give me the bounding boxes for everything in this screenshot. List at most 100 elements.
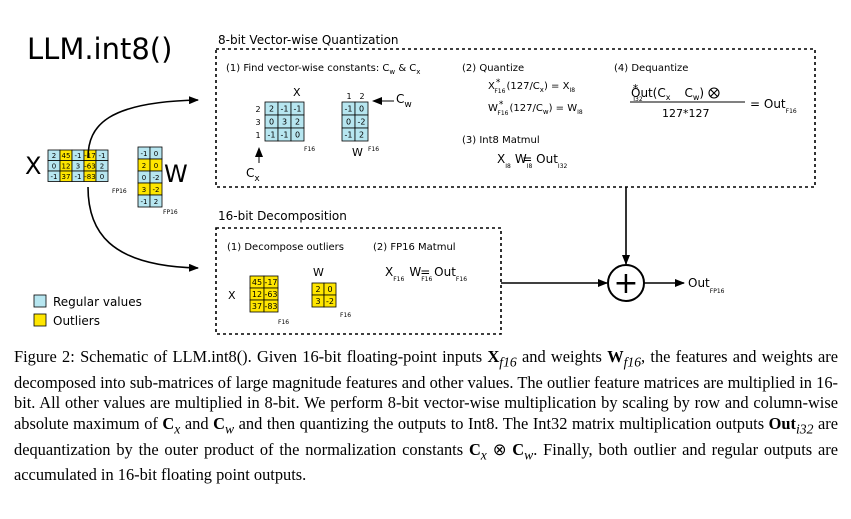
- quant-step1: (1) Find vector-wise constants: Cw & Cx: [226, 63, 420, 76]
- matrix-value: -83: [264, 302, 277, 311]
- quant-w-sub: F16: [368, 146, 379, 153]
- matrix-value: 2: [100, 162, 104, 170]
- matrix-value: -1: [141, 150, 148, 158]
- quant-eq1: X* F16(127/Cx) = XI8: [488, 78, 575, 95]
- decomp-w-sub: F16: [340, 312, 351, 319]
- quant-w-label: W: [352, 146, 363, 159]
- arrow-to-quant: [87, 96, 199, 159]
- quant-matmul-eq: XI8WI8= OutI32: [497, 152, 568, 170]
- matrix-value: 2: [52, 152, 56, 160]
- matrix-value: -1: [75, 152, 82, 160]
- decomp-matmul-eq: XF16WF16= OutF16: [385, 265, 467, 283]
- matrix-value: -1: [294, 105, 302, 114]
- left-w-matrix: -1 02 00 -23 -2-1 2: [137, 146, 163, 208]
- deq-denominator: 127*127: [662, 107, 710, 120]
- matrix-value: -2: [358, 118, 366, 127]
- quant-box: [215, 48, 816, 188]
- matrix-value: 45: [252, 278, 262, 287]
- left-x-label: X: [25, 152, 41, 180]
- left-x-sub: FP16: [112, 188, 127, 195]
- otimes-icon-cross: [710, 89, 718, 97]
- matrix-cell: [149, 194, 163, 208]
- matrix-value: 0: [346, 118, 351, 127]
- matrix-value: -83: [84, 173, 95, 181]
- matrix-value: -1: [345, 131, 353, 140]
- quant-cx-label: Cx: [246, 166, 260, 184]
- scale-constant: 2: [359, 92, 364, 101]
- matrix-value: 37: [62, 173, 71, 181]
- quant-x-sub: F16: [304, 146, 315, 153]
- matrix-value: -2: [153, 186, 160, 194]
- matrix-cell: [354, 127, 369, 142]
- matrix-value: 2: [154, 198, 158, 206]
- quant-x-label: X: [293, 86, 301, 99]
- matrix-value: 0: [142, 174, 146, 182]
- quant-title: 8-bit Vector-wise Quantization: [218, 33, 399, 47]
- matrix-cell: [323, 294, 337, 308]
- matrix-value: -1: [51, 173, 58, 181]
- matrix-value: 2: [269, 105, 274, 114]
- matrix-value: 0: [154, 162, 158, 170]
- decomp-step2: (2) FP16 Matmul: [373, 242, 456, 253]
- left-w-label: W: [164, 160, 188, 188]
- matrix-value: -63: [264, 290, 277, 299]
- deq-rhs: = OutF16: [750, 97, 797, 115]
- deq-numerator: Out* I32 (Cx Cw): [631, 82, 704, 103]
- output-label: OutFP16: [688, 276, 725, 295]
- diagram-title: LLM.int8(): [27, 32, 172, 66]
- matrix-value: -63: [84, 162, 95, 170]
- matrix-value: -17: [264, 278, 277, 287]
- matrix-value: 3: [142, 186, 146, 194]
- matrix-value: -1: [141, 198, 148, 206]
- matrix-value: -1: [281, 105, 289, 114]
- scale-constant: 3: [255, 118, 260, 127]
- legend-regular-label: Regular values: [53, 295, 142, 309]
- arrow-to-decomp: [87, 186, 199, 272]
- matrix-value: 3: [315, 297, 320, 306]
- matrix-value: 0: [295, 131, 300, 140]
- matrix-value: 12: [252, 290, 262, 299]
- matrix-value: 2: [359, 131, 364, 140]
- diagram: LLM.int8() X 2 45 -1 -17 -10 12 3 -63 2-1 37 -1 -83…: [25, 32, 816, 335]
- matrix-value: 45: [62, 152, 71, 160]
- matrix-value: -1: [268, 131, 276, 140]
- matrix-cell: [263, 299, 279, 313]
- matrix-value: 0: [327, 285, 332, 294]
- quant-step3: (3) Int8 Matmul: [462, 135, 540, 146]
- quant-cx-values: 2 3 1: [255, 105, 260, 140]
- quant-eq2: W* F16(127/Cw) = WI8: [488, 100, 583, 117]
- matrix-value: 0: [154, 150, 158, 158]
- matrix-value: 2: [315, 285, 320, 294]
- plus-icon: +: [613, 266, 638, 301]
- decomp-step1: (1) Decompose outliers: [227, 242, 344, 253]
- otimes-icon: [708, 87, 720, 99]
- matrix-value: -1: [281, 131, 289, 140]
- decomp-box: [215, 227, 502, 335]
- matrix-value: 0: [100, 173, 104, 181]
- quant-w-matrix: -1 00 -2 -1 2: [341, 101, 369, 142]
- matrix-value: -1: [345, 105, 353, 114]
- decomp-title: 16-bit Decomposition: [218, 209, 347, 223]
- matrix-value: -17: [84, 152, 95, 160]
- matrix-value: -1: [99, 152, 106, 160]
- left-x-matrix: 2 45 -1 -17 -10 12 3 -63 2-1 37 -1 -83 0: [47, 149, 109, 182]
- matrix-value: 0: [52, 162, 56, 170]
- matrix-value: -2: [153, 174, 160, 182]
- left-w-sub: FP16: [163, 209, 178, 216]
- matrix-value: 3: [282, 118, 287, 127]
- decomp-w-label: W: [313, 266, 324, 279]
- matrix-cell: [290, 127, 305, 142]
- matrix-value: 2: [142, 162, 146, 170]
- decomp-x-sub: F16: [278, 319, 289, 326]
- matrix-value: -2: [326, 297, 334, 306]
- matrix-value: 37: [252, 302, 262, 311]
- scale-constant: 1: [346, 92, 351, 101]
- scale-constant: 1: [255, 131, 260, 140]
- quant-step2: (2) Quantize: [462, 63, 524, 74]
- figure-caption: Figure 2: Schematic of LLM.int8(). Given…: [14, 347, 838, 485]
- quant-step4: (4) Dequantize: [614, 63, 688, 74]
- matrix-value: 0: [269, 118, 274, 127]
- scale-constant: 2: [255, 105, 260, 114]
